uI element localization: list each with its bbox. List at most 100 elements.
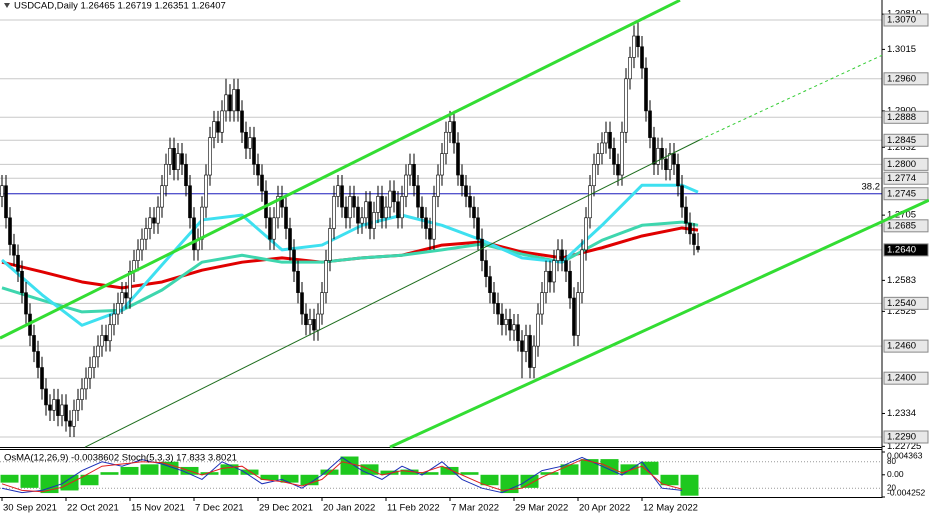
candle-body <box>668 153 672 170</box>
candle-body <box>136 249 140 261</box>
candle-body <box>228 94 232 112</box>
candle-body <box>56 399 60 416</box>
stochastic-line <box>1 459 683 493</box>
candle-body <box>376 196 380 213</box>
candle-body <box>124 292 128 299</box>
trendline <box>389 198 929 449</box>
trendline <box>0 0 681 340</box>
candle-body <box>216 121 220 133</box>
level-label: 1.2400 <box>887 373 916 384</box>
oscillator-panel <box>0 456 882 496</box>
candle-body <box>624 78 628 133</box>
candle-body <box>288 228 292 251</box>
candle-body <box>260 174 264 192</box>
candle-body <box>628 57 632 80</box>
candle-body <box>404 174 408 197</box>
candle-body <box>172 148 176 170</box>
y-tick-label: 1.2525 <box>887 306 916 317</box>
candle-body <box>312 319 316 331</box>
level-label: 1.2800 <box>887 159 916 170</box>
candle-body <box>204 174 208 208</box>
candle-body <box>52 399 56 411</box>
candle-body <box>672 153 676 165</box>
level-box <box>883 243 929 257</box>
fib-label: 38.2 <box>862 181 881 192</box>
level-label: 1.2888 <box>887 112 916 123</box>
candle-body <box>24 292 28 315</box>
level-label: 1.2845 <box>887 135 916 146</box>
candle-body <box>452 121 456 144</box>
level-box <box>883 110 929 124</box>
candle-body <box>188 185 192 219</box>
osma-bar <box>200 472 219 475</box>
candle-body <box>548 270 552 283</box>
x-tick-label: 20 Apr 2022 <box>579 503 630 514</box>
candle-body <box>516 324 520 342</box>
candle-body <box>656 148 660 165</box>
level-label: 1.2290 <box>887 432 916 443</box>
stoch-level-label: 20 <box>887 483 896 492</box>
candle-body <box>156 206 160 224</box>
candle-body <box>352 196 356 208</box>
candle-body <box>544 270 548 293</box>
candle-body <box>396 201 400 219</box>
candle-body <box>144 228 148 240</box>
candle-body <box>184 164 188 187</box>
osma-bar <box>340 456 359 475</box>
level-label: 1.3070 <box>887 15 916 26</box>
y-tick-label: 1.3015 <box>887 44 916 55</box>
osma-bar <box>220 464 239 475</box>
candle-body <box>664 158 668 170</box>
candle-body <box>676 164 680 187</box>
candle-body <box>332 196 336 229</box>
candle-body <box>688 222 692 235</box>
symbol-icon <box>4 3 10 8</box>
candle-body <box>16 254 20 272</box>
level-label: 1.2685 <box>887 220 916 231</box>
candle-body <box>140 238 144 251</box>
candle-body <box>456 142 460 176</box>
candle-body <box>344 206 348 219</box>
osma-bar <box>380 470 399 475</box>
candle-body <box>212 121 216 138</box>
x-tick-label: 11 Feb 2022 <box>387 503 440 514</box>
candle-body <box>392 190 396 203</box>
candle-body <box>92 356 96 368</box>
candle-body <box>484 260 488 277</box>
candle-body <box>348 196 352 219</box>
candle-body <box>644 67 648 112</box>
candle-body <box>472 206 476 219</box>
level-box <box>883 72 929 86</box>
candle-body <box>176 153 180 170</box>
osma-bar <box>20 474 39 488</box>
candle-body <box>120 292 124 304</box>
osma-bar <box>440 466 459 475</box>
candle-body <box>540 292 544 315</box>
candle-body <box>480 238 484 261</box>
osc-tick-label: 0.004363 <box>887 450 923 460</box>
candle-body <box>512 324 516 331</box>
level-box <box>883 296 929 310</box>
candle-body <box>432 196 436 240</box>
candle-body <box>640 46 644 69</box>
candle-body <box>588 185 592 219</box>
candle-body <box>244 131 248 149</box>
candle-body <box>608 131 612 149</box>
candle-body <box>636 35 640 48</box>
level-label: 1.2745 <box>887 188 916 199</box>
candle-body <box>508 319 512 331</box>
candle-body <box>128 270 132 299</box>
candle-body <box>684 206 688 224</box>
level-box <box>883 371 929 385</box>
trendline <box>84 139 701 448</box>
x-tick-label: 20 Jan 2022 <box>323 503 375 514</box>
candle-body <box>88 367 92 379</box>
candle-body <box>236 89 240 112</box>
x-tick-label: 7 Mar 2022 <box>451 503 499 514</box>
candle-body <box>648 110 652 138</box>
y-tick-label: 1.2705 <box>887 210 916 221</box>
osma-bar <box>80 474 99 486</box>
candle-body <box>444 131 448 154</box>
